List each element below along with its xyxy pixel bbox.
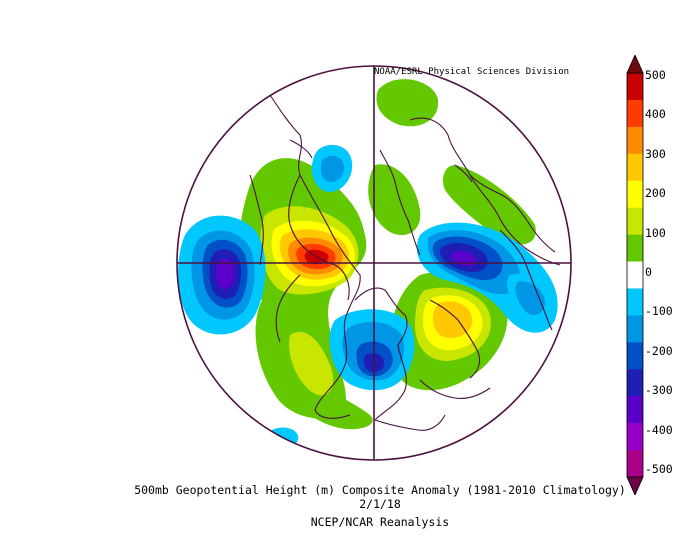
colorbar-swatch [627,153,643,182]
colorbar-arrow-bottom [626,476,644,495]
colorbar-tick-label: 100 [645,225,666,240]
credit-label: NOAA/ESRL Physical Sciences Division [374,67,570,77]
colorbar-tick-label: 400 [645,107,666,122]
colorbar-swatches [626,72,644,478]
positive-200-southwest [289,331,334,396]
negative-150-north [320,155,345,182]
colorbar-swatch [627,342,643,370]
colorbar-tick-label: -100 [645,304,673,319]
colorbar-swatch [627,180,643,208]
colorbar-swatch [627,73,643,101]
colorbar-tick-label: -300 [645,383,673,398]
colorbar [626,55,644,495]
colorbar-arrow-top [626,55,644,74]
colorbar-tick-label: -200 [645,343,673,358]
caption-title: 500mb Geopotential Height (m) Composite … [134,483,626,497]
colorbar-swatch [627,450,643,478]
colorbar-tick-label: 500 [645,68,666,82]
colorbar-swatch [627,99,643,128]
colorbar-tick-label: -500 [645,462,673,476]
positive-100-blob-northeast [443,165,536,245]
colorbar-swatch [627,315,643,343]
colorbar-swatch [627,126,643,155]
positive-400-east [432,301,473,338]
caption-source: NCEP/NCAR Reanalysis [310,515,450,529]
caption-date: 2/1/18 [359,497,401,511]
positive-100-blob-atlantic [299,389,373,430]
colorbar-swatch [627,369,643,397]
positive-100-blob-eurasia [368,164,421,236]
coastlines [249,94,561,431]
colorbar-tick-label: 200 [645,186,666,201]
colorbar-swatch [627,207,643,235]
colorbar-swatch [627,234,643,262]
positive-100-blob-north [376,79,439,127]
colorbar-tick-label: -400 [645,422,673,437]
colorbar-tick-label: 0 [645,265,652,279]
colorbar-tick-label: 300 [645,146,666,161]
colorbar-swatch [627,396,643,424]
negative-200-ural [515,281,545,315]
colorbar-swatch [627,288,643,316]
negative-peak-pacific [216,258,236,290]
map-boundary [176,65,572,461]
colorbar-swatch [627,261,643,289]
colorbar-swatch [627,423,643,451]
